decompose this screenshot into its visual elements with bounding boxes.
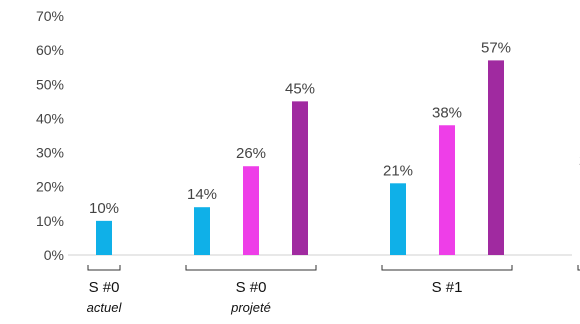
bar	[194, 207, 210, 255]
group-bracket	[87, 265, 121, 271]
y-tick-label: 10%	[36, 213, 64, 229]
bar	[488, 60, 504, 256]
bar	[390, 183, 406, 255]
y-tick-label: 20%	[36, 179, 64, 195]
group-label: S #0	[236, 279, 267, 296]
y-axis: 0% 10% 20% 30% 40% 50% 60% 70%	[36, 8, 64, 263]
y-tick-label: 30%	[36, 145, 64, 161]
data-label: 24%	[579, 152, 580, 169]
data-label: 57%	[481, 39, 511, 56]
y-tick-label: 60%	[36, 42, 64, 58]
data-label: 21%	[383, 162, 413, 179]
bar	[243, 166, 259, 255]
group-label: S #1	[432, 279, 463, 296]
bar	[439, 125, 455, 255]
data-label: 38%	[432, 104, 462, 121]
group-bracket	[185, 265, 317, 271]
data-label: 10%	[89, 200, 119, 217]
y-tick-label: 70%	[36, 8, 64, 24]
group-bracket	[577, 265, 580, 271]
bar	[292, 101, 308, 255]
y-tick-label: 50%	[36, 76, 64, 92]
group-label: S #0	[89, 279, 120, 296]
bars: 10%14%26%45%21%38%57%24%42%61%	[89, 39, 580, 256]
group-bracket	[381, 265, 513, 271]
data-label: 45%	[285, 80, 315, 97]
data-label: 14%	[187, 186, 217, 203]
group-sublabel: actuel	[87, 300, 123, 315]
y-tick-label: 0%	[44, 247, 64, 263]
data-label: 26%	[236, 145, 266, 162]
bar	[96, 220, 112, 255]
group-sublabel: projeté	[230, 300, 271, 315]
y-tick-label: 40%	[36, 110, 64, 126]
